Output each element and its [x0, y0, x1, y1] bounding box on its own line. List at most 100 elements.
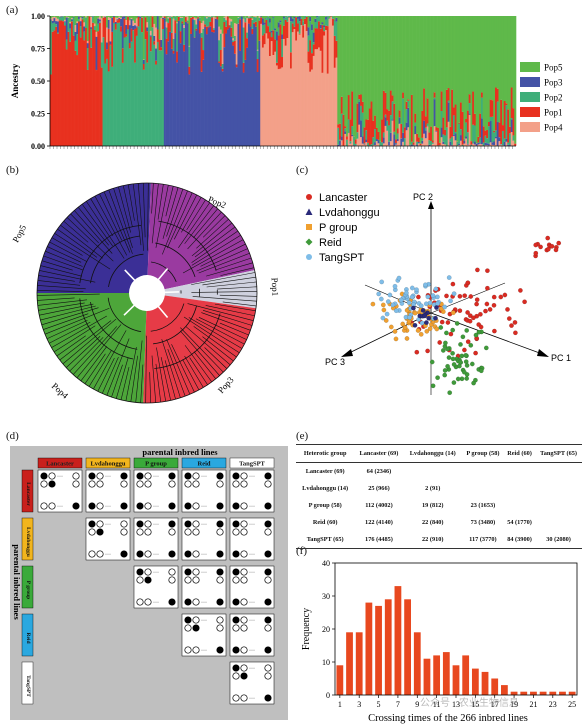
tree-branch: [202, 336, 234, 362]
cross-cell: [232, 616, 240, 624]
ancestry-bar: [58, 16, 61, 21]
table-header: Lancaster (69): [354, 444, 404, 463]
ancestry-bar: [337, 124, 340, 128]
ancestry-bar: [76, 23, 79, 35]
ancestry-bar: [246, 38, 249, 48]
ancestry-bar: [377, 131, 380, 140]
ancestry-bar: [204, 26, 207, 147]
ancestry-bar: [232, 38, 235, 41]
ancestry-bar: [503, 101, 506, 139]
ancestry-bar: [165, 27, 168, 39]
ancestry-bar: [270, 32, 273, 38]
ancestry-bar: [67, 17, 70, 18]
ancestry-bar: [258, 17, 261, 21]
pca-point: [404, 307, 410, 313]
ancestry-bar: [242, 18, 245, 28]
ancestry-bar: [72, 35, 75, 146]
ancestry-bar: [123, 18, 126, 38]
cross-cell: [240, 520, 248, 528]
ancestry-bar: [162, 16, 165, 18]
ancestry-bar: [491, 142, 494, 145]
ancestry-bar: [107, 71, 110, 146]
pca-point: [448, 331, 454, 337]
tree-branch: [180, 327, 224, 373]
ancestry-bar: [491, 144, 494, 146]
tree-branch: [56, 335, 86, 357]
tree-branch: [77, 207, 110, 246]
histogram-bar: [365, 602, 373, 695]
ancestry-bar: [260, 17, 263, 24]
ancestry-bar: [395, 139, 398, 144]
ancestry-bar: [228, 27, 231, 146]
ancestry-bar: [272, 16, 275, 18]
tree-branch: [47, 246, 82, 263]
ancestry-bar: [167, 41, 170, 147]
ancestry-bar: [135, 26, 138, 28]
ancestry-bar: [181, 16, 184, 17]
ancestry-bar: [361, 16, 364, 102]
ancestry-bar: [130, 41, 133, 146]
pca-point: [467, 313, 473, 319]
ancestry-bar: [65, 49, 68, 146]
ancestry-bar: [293, 18, 296, 27]
ancestry-bar: [426, 126, 429, 146]
tree-branch: [217, 286, 257, 290]
tree-branch: [184, 345, 212, 383]
ancestry-bar: [149, 51, 152, 146]
pca-point: [462, 347, 467, 353]
ancestry-bar: [151, 27, 154, 146]
pca-point: [498, 294, 504, 300]
ancestry-bar: [414, 126, 417, 135]
cross-cell: [184, 598, 192, 606]
cross-cell: [240, 664, 248, 672]
pca-point: [380, 315, 386, 321]
tree-branch: [88, 350, 112, 387]
cross-cell: [232, 624, 240, 632]
ancestry-bar: [165, 54, 168, 146]
ancestry-bar: [479, 143, 482, 144]
ancestry-bar: [64, 25, 67, 147]
ancestry-bar: [223, 21, 226, 48]
ancestry-bar: [288, 17, 291, 18]
ancestry-bar: [174, 16, 177, 21]
ancestry-bar: [503, 141, 506, 146]
ancestry-bar: [384, 114, 387, 118]
ancestry-bar: [106, 49, 109, 59]
ancestry-bar: [512, 16, 515, 109]
cross-cell: [144, 576, 152, 584]
ancestry-bar: [267, 26, 270, 39]
ancestry-bar: [433, 92, 436, 98]
ancestry-bar: [323, 35, 326, 146]
histogram-bar: [559, 691, 566, 695]
cross-cell: [48, 472, 56, 480]
ancestry-bar: [379, 16, 382, 142]
ancestry-bar: [281, 67, 284, 146]
pca-point: [425, 348, 430, 354]
ancestry-bar: [286, 38, 289, 146]
ancestry-bar: [381, 142, 384, 146]
ancestry-bar: [274, 16, 277, 29]
ancestry-bar: [389, 115, 392, 133]
pca-point: [419, 320, 425, 326]
ancestry-bar: [452, 16, 455, 108]
ancestry-bar: [302, 21, 305, 26]
ancestry-bar: [321, 22, 324, 25]
ancestry-bar: [254, 17, 258, 22]
ancestry-bar: [113, 16, 116, 17]
pca-point: [454, 321, 460, 326]
pca-point: [412, 322, 418, 328]
clade-pop1: [164, 270, 257, 309]
ancestry-bar: [374, 145, 377, 146]
legend-swatch: [520, 62, 540, 72]
pca-point: [487, 307, 493, 312]
ancestry-bar: [302, 25, 305, 38]
cross-cell: [192, 472, 200, 480]
ancestry-bar: [179, 17, 182, 32]
ancestry-bar: [209, 26, 212, 146]
ancestry-bar: [158, 50, 161, 146]
ancestry-bar: [433, 97, 436, 100]
column-header: [37, 457, 83, 469]
ancestry-bar: [454, 16, 457, 105]
pca-point: [491, 294, 497, 300]
tree-branch: [137, 183, 144, 251]
